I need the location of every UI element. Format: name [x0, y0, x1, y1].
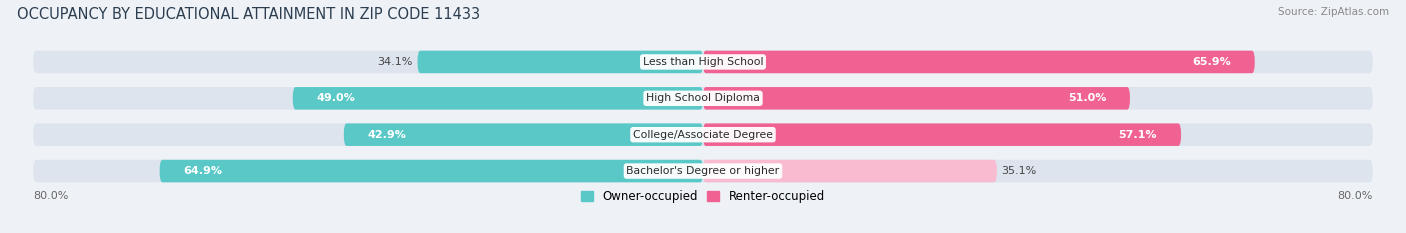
Text: 64.9%: 64.9% [184, 166, 222, 176]
FancyBboxPatch shape [160, 160, 703, 182]
FancyBboxPatch shape [703, 160, 997, 182]
FancyBboxPatch shape [703, 87, 1130, 110]
Text: 80.0%: 80.0% [34, 191, 69, 201]
Text: 80.0%: 80.0% [1337, 191, 1372, 201]
Text: Source: ZipAtlas.com: Source: ZipAtlas.com [1278, 7, 1389, 17]
Text: Less than High School: Less than High School [643, 57, 763, 67]
FancyBboxPatch shape [34, 160, 1372, 182]
Text: 57.1%: 57.1% [1119, 130, 1157, 140]
Text: Bachelor's Degree or higher: Bachelor's Degree or higher [627, 166, 779, 176]
FancyBboxPatch shape [34, 51, 1372, 73]
Text: 65.9%: 65.9% [1192, 57, 1230, 67]
FancyBboxPatch shape [344, 123, 703, 146]
Text: High School Diploma: High School Diploma [647, 93, 759, 103]
FancyBboxPatch shape [703, 51, 1254, 73]
Legend: Owner-occupied, Renter-occupied: Owner-occupied, Renter-occupied [581, 190, 825, 203]
Text: 34.1%: 34.1% [377, 57, 413, 67]
FancyBboxPatch shape [34, 87, 1372, 110]
Text: 49.0%: 49.0% [316, 93, 356, 103]
Text: 42.9%: 42.9% [368, 130, 406, 140]
Text: OCCUPANCY BY EDUCATIONAL ATTAINMENT IN ZIP CODE 11433: OCCUPANCY BY EDUCATIONAL ATTAINMENT IN Z… [17, 7, 479, 22]
FancyBboxPatch shape [418, 51, 703, 73]
FancyBboxPatch shape [292, 87, 703, 110]
Text: 35.1%: 35.1% [1001, 166, 1036, 176]
FancyBboxPatch shape [703, 123, 1181, 146]
Text: College/Associate Degree: College/Associate Degree [633, 130, 773, 140]
FancyBboxPatch shape [34, 123, 1372, 146]
Text: 51.0%: 51.0% [1067, 93, 1107, 103]
